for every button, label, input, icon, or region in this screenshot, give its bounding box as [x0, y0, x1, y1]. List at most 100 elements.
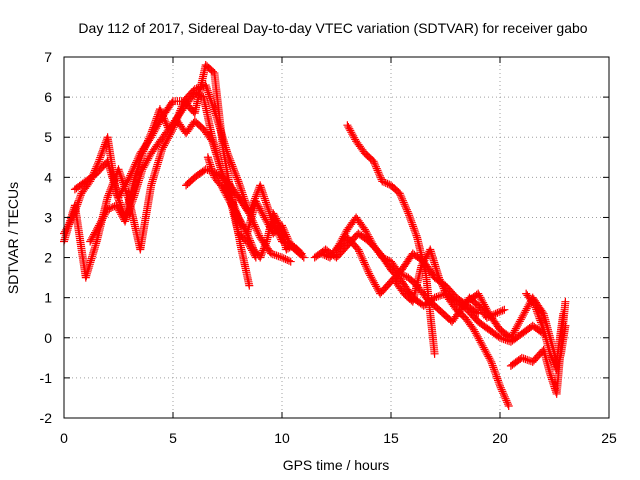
data-point [367, 273, 376, 282]
data-point [517, 353, 526, 362]
data-point [67, 215, 76, 224]
data-point [421, 254, 430, 263]
data-point [523, 355, 532, 364]
data-point [230, 167, 239, 176]
data-point [442, 290, 451, 299]
data-point [493, 374, 502, 383]
data-point [220, 188, 229, 197]
data-point [534, 312, 543, 321]
data-point [362, 264, 371, 273]
data-point [265, 207, 274, 216]
data-point [474, 289, 483, 298]
data-point [532, 305, 541, 314]
data-point [370, 278, 379, 287]
data-point [237, 186, 246, 195]
data-point [139, 163, 148, 172]
data-point [230, 166, 239, 175]
data-point [407, 216, 416, 225]
data-point [232, 173, 241, 182]
data-point [547, 353, 556, 362]
data-point [206, 94, 215, 103]
data-point [153, 122, 162, 131]
data-point [232, 171, 241, 180]
data-point [94, 159, 103, 168]
data-point [362, 229, 371, 238]
data-point [261, 198, 270, 207]
data-point [517, 313, 526, 322]
data-point [240, 224, 249, 233]
data-point [127, 200, 136, 209]
data-point [417, 261, 426, 270]
data-point [438, 280, 447, 289]
data-point [203, 86, 212, 95]
data-point [270, 250, 279, 259]
data-point [202, 82, 211, 91]
data-point [380, 254, 389, 263]
y-tick-label: 0 [44, 330, 52, 346]
data-point [483, 350, 492, 359]
data-point [259, 246, 268, 255]
data-point [121, 215, 130, 224]
data-point [112, 201, 121, 210]
data-point [267, 249, 276, 258]
data-point [536, 316, 545, 325]
data-point [367, 237, 376, 246]
data-point [397, 193, 406, 202]
y-tick-labels: -2 -1 0 1 2 3 4 5 6 7 [40, 49, 53, 426]
data-point [207, 98, 216, 107]
data-point [229, 164, 238, 173]
data-point [100, 142, 109, 151]
data-point [248, 216, 257, 225]
data-point [375, 171, 384, 180]
data-point [124, 208, 133, 217]
data-point [210, 107, 219, 116]
data-point [196, 91, 205, 100]
data-point [74, 198, 83, 207]
data-point [246, 213, 255, 222]
data-point [238, 220, 247, 229]
data-point [143, 156, 152, 165]
data-point [430, 349, 439, 358]
data-point [491, 368, 500, 377]
data-point [561, 321, 570, 330]
data-point [125, 173, 134, 182]
data-point [247, 240, 256, 249]
data-point [478, 296, 487, 305]
data-point [228, 201, 237, 210]
data-point [494, 378, 503, 387]
data-point [272, 251, 281, 260]
data-point [114, 193, 123, 202]
data-point [432, 292, 441, 301]
data-point [504, 401, 513, 410]
data-point [148, 131, 157, 140]
data-point [395, 189, 404, 198]
data-point [117, 172, 126, 181]
data-point [437, 279, 446, 288]
data-point [115, 206, 124, 215]
data-point [246, 211, 255, 220]
data-point [480, 300, 489, 309]
data-point [245, 209, 254, 218]
data-point [232, 210, 241, 219]
data-point [358, 254, 367, 263]
data-point [226, 156, 235, 165]
plot-frame [63, 56, 610, 419]
data-point [70, 209, 79, 218]
data-point [418, 259, 427, 268]
data-point [262, 239, 271, 248]
data-point [383, 255, 392, 264]
data-point [152, 124, 161, 133]
data-point [93, 160, 102, 169]
data-point [369, 157, 378, 166]
data-point [285, 243, 294, 252]
data-point [469, 325, 478, 334]
data-point [516, 315, 525, 324]
data-point [359, 256, 368, 265]
data-point [489, 363, 498, 372]
data-point [496, 307, 505, 316]
data-point [256, 251, 265, 260]
data-point [72, 204, 81, 213]
data-point [251, 222, 260, 231]
data-point [440, 286, 449, 295]
data-point [230, 205, 239, 214]
